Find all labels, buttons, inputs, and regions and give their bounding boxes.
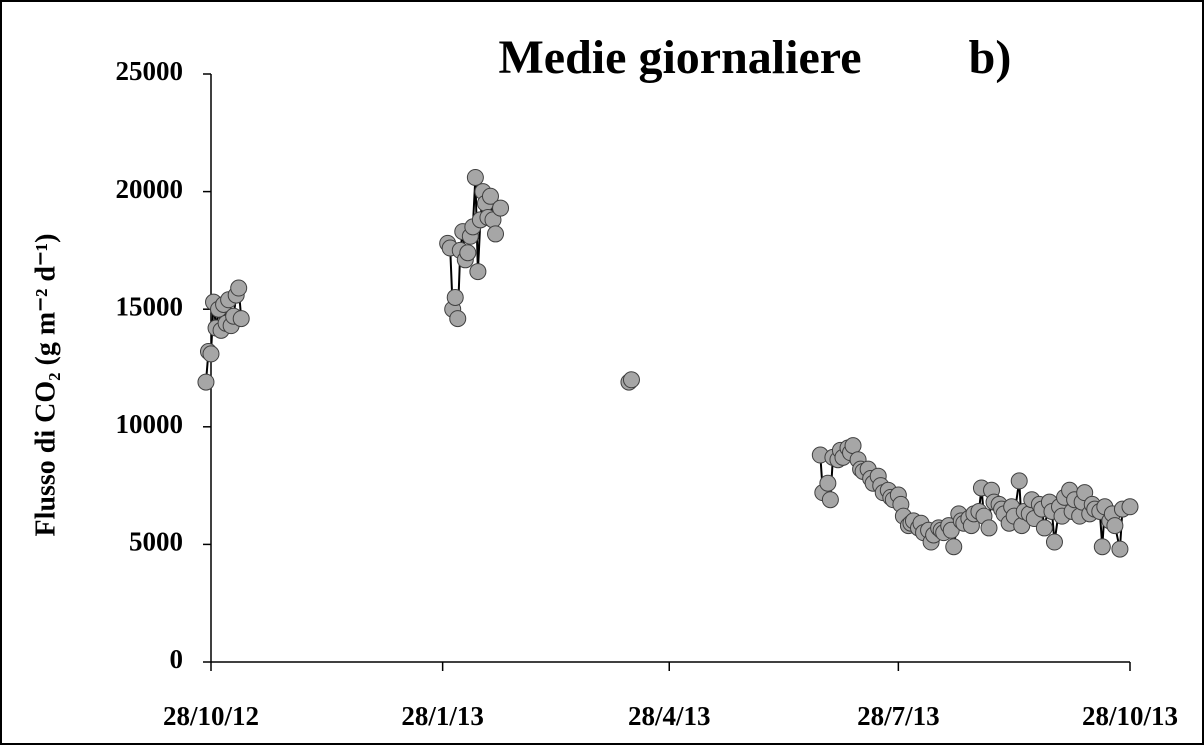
marker [481,187,499,205]
marker [1111,540,1129,558]
y-tick-label: 15000 [116,291,184,321]
chart-title: Medie giornaliere [499,31,862,84]
marker [202,345,220,363]
marker [1106,517,1124,535]
y-tick-label: 0 [170,644,184,674]
marker [459,244,477,262]
annotation: b) [969,31,1012,84]
marker [821,491,839,509]
marker [232,310,250,328]
marker [487,225,505,243]
marker [1093,538,1111,556]
x-tick-label: 28/7/13 [857,701,940,731]
x-tick-label: 28/10/12 [163,701,259,731]
y-tick-label: 20000 [116,174,184,204]
marker [469,263,487,281]
y-tick-label: 5000 [129,527,183,557]
y-axis-label: Flusso di CO₂ (g m⁻² d⁻¹) [30,234,61,537]
marker [1010,472,1028,490]
marker [819,474,837,492]
marker [1045,533,1063,551]
marker [446,288,464,306]
marker [197,373,215,391]
y-tick-label: 25000 [116,56,184,86]
x-tick-label: 28/1/13 [401,701,484,731]
marker [945,538,963,556]
marker [980,519,998,537]
y-tick-label: 10000 [116,409,184,439]
marker [1035,519,1053,537]
marker [844,437,862,455]
marker [230,279,248,297]
marker [622,371,640,389]
marker [449,310,467,328]
marker [466,168,484,186]
x-tick-label: 28/10/13 [1082,701,1178,731]
x-tick-label: 28/4/13 [628,701,711,731]
marker [1121,498,1139,516]
marker [492,199,510,217]
